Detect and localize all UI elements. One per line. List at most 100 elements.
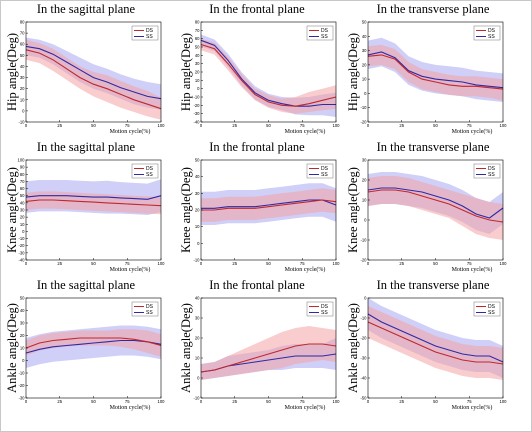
y-tick-label: 80 <box>195 20 200 25</box>
y-tick-label: 20 <box>362 178 367 183</box>
legend-label-ss: SS <box>488 310 495 316</box>
x-tick-label: 50 <box>266 399 271 404</box>
series-line-ds <box>25 337 162 349</box>
y-axis-label: Knee angle(Deg) <box>346 167 360 253</box>
x-axis-label: Motion cycle(%) <box>285 128 326 135</box>
y-tick-label: 0 <box>364 296 367 301</box>
y-tick-label: 10 <box>20 222 25 227</box>
x-tick-label: 25 <box>232 123 237 128</box>
y-tick-label: -10 <box>18 236 25 241</box>
series-line-ds <box>201 199 337 211</box>
y-axis-label: Knee angle(Deg) <box>179 167 193 253</box>
y-tick-label: -20 <box>193 103 200 108</box>
x-tick-label: 100 <box>333 123 341 128</box>
series-line-ss <box>200 39 336 107</box>
x-tick-label: 50 <box>433 399 438 404</box>
x-tick-label: 25 <box>399 123 404 128</box>
x-tick-label: 0 <box>367 123 370 128</box>
y-tick-label: 40 <box>195 296 200 301</box>
y-tick-label: 20 <box>20 215 25 220</box>
y-tick-label: 60 <box>195 36 200 41</box>
panel-title: In the transverse plane <box>377 140 490 154</box>
legend-label-ds: DS <box>488 304 496 310</box>
y-tick-label: 20 <box>195 70 200 75</box>
y-tick-label: 0 <box>22 108 25 113</box>
x-tick-label: 75 <box>125 123 130 128</box>
series-line-ds <box>367 54 504 90</box>
y-tick-label: -20 <box>18 243 25 248</box>
y-tick-label: 20 <box>195 336 200 341</box>
panel-9: In the transverse plane Ankle angle(Deg)-… <box>346 278 507 411</box>
y-tick-label: -10 <box>18 120 25 125</box>
x-tick-label: 75 <box>125 261 130 266</box>
y-axis-label: Ankle angle(Deg) <box>179 303 193 393</box>
y-tick-label: 30 <box>195 191 200 196</box>
series-line-ds <box>200 343 337 373</box>
x-axis-label: Motion cycle(%) <box>110 128 151 135</box>
legend-label-ss: SS <box>488 34 495 40</box>
x-tick-label: 50 <box>91 399 96 404</box>
series-line-ss <box>25 45 162 100</box>
legend-box <box>473 301 501 317</box>
y-tick-label: 40 <box>20 64 25 69</box>
series-line-ss <box>201 199 337 209</box>
x-tick-label: 0 <box>200 123 203 128</box>
legend-label-ds: DS <box>488 28 496 34</box>
band-ds <box>368 176 503 240</box>
x-tick-label: 75 <box>125 399 130 404</box>
series-line-ds <box>25 199 162 207</box>
panel-title: In the transverse plane <box>377 2 490 16</box>
series-line-ds <box>367 189 504 223</box>
x-tick-label: 50 <box>266 261 271 266</box>
y-tick-label: 60 <box>20 42 25 47</box>
x-axis-label: Motion cycle(%) <box>285 404 326 411</box>
y-tick-label: 0 <box>197 241 200 246</box>
y-tick-label: 30 <box>20 75 25 80</box>
y-tick-label: 40 <box>20 200 25 205</box>
panel-4: In the sagittal plane Knee angle(Deg) -40 -… <box>5 140 165 273</box>
y-tick-label: 40 <box>195 174 200 179</box>
y-tick-label: 10 <box>20 97 25 102</box>
y-tick-label: 50 <box>195 158 200 163</box>
y-tick-label: 50 <box>20 296 25 301</box>
y-tick-label: -20 <box>360 120 367 125</box>
legend-box <box>306 301 334 317</box>
y-tick-label: 10 <box>20 346 25 351</box>
y-tick-label: 30 <box>195 316 200 321</box>
y-tick-label: 30 <box>362 158 367 163</box>
x-tick-label: 25 <box>57 399 62 404</box>
y-tick-label: -10 <box>193 95 200 100</box>
y-tick-label: 40 <box>362 34 367 39</box>
y-axis-label: Ankle angle(Deg) <box>346 303 360 393</box>
y-tick-label: 0 <box>197 86 200 91</box>
legend-label-ds: DS <box>321 166 329 172</box>
y-tick-label: 40 <box>20 308 25 313</box>
y-axis-label: Hip angle(Deg) <box>5 33 19 111</box>
panel-title: In the transverse plane <box>377 278 490 292</box>
x-tick-label: 25 <box>399 261 404 266</box>
x-axis-label: Motion cycle(%) <box>452 128 493 135</box>
series-line-ss <box>25 195 162 200</box>
x-tick-label: 100 <box>158 261 166 266</box>
panel-title: In the sagittal plane <box>37 140 136 154</box>
series-line-ds <box>367 321 504 365</box>
x-tick-label: 0 <box>25 123 28 128</box>
x-tick-label: 0 <box>367 261 370 266</box>
legend-label-ss: SS <box>146 172 153 178</box>
x-tick-label: 50 <box>266 123 271 128</box>
y-tick-label: -10 <box>360 105 367 110</box>
y-tick-label: 30 <box>20 208 25 213</box>
y-tick-label: 0 <box>22 358 25 363</box>
y-tick-label: 10 <box>195 356 200 361</box>
y-tick-label: -50 <box>360 396 367 401</box>
legend-box <box>473 163 501 179</box>
panel-title: In the frontal plane <box>209 140 305 154</box>
legend-label-ds: DS <box>146 304 154 310</box>
x-axis-label: Motion cycle(%) <box>285 266 326 273</box>
